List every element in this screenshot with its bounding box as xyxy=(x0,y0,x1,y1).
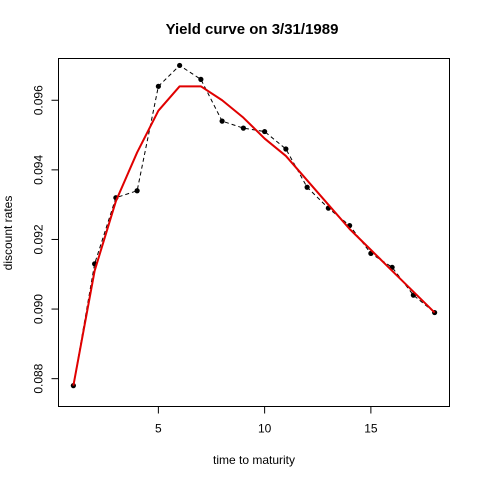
y-tick-label: 0.092 xyxy=(32,224,46,254)
plot-area-border xyxy=(58,58,450,407)
data-point xyxy=(70,383,76,389)
data-point xyxy=(304,184,310,190)
y-tick-label: 0.090 xyxy=(32,294,46,324)
data-point xyxy=(262,128,268,135)
data-point xyxy=(240,125,246,131)
x-tick-label: 10 xyxy=(258,422,272,436)
series-0-dashed-line xyxy=(72,64,435,386)
chart-title: Yield curve on 3/31/1989 xyxy=(166,21,339,38)
data-point xyxy=(155,83,161,89)
y-tick-label: 0.096 xyxy=(32,85,46,115)
data-point xyxy=(134,188,140,194)
data-point xyxy=(283,146,289,152)
axes: 5 10 15 0.088 0.090 0.092 0.094 0.096 xyxy=(32,85,378,436)
data-point xyxy=(198,76,204,82)
series-layer xyxy=(70,62,438,389)
y-tick-label: 0.094 xyxy=(32,155,46,185)
data-point xyxy=(219,118,225,124)
series-1-fitted-line xyxy=(72,85,436,386)
data-point xyxy=(177,62,183,69)
y-axis-label: discount rates xyxy=(1,196,15,271)
x-axis-label: time to maturity xyxy=(213,453,295,467)
x-tick-label: 5 xyxy=(155,422,162,436)
y-tick-label: 0.088 xyxy=(32,363,46,393)
x-tick-label: 15 xyxy=(364,422,378,436)
